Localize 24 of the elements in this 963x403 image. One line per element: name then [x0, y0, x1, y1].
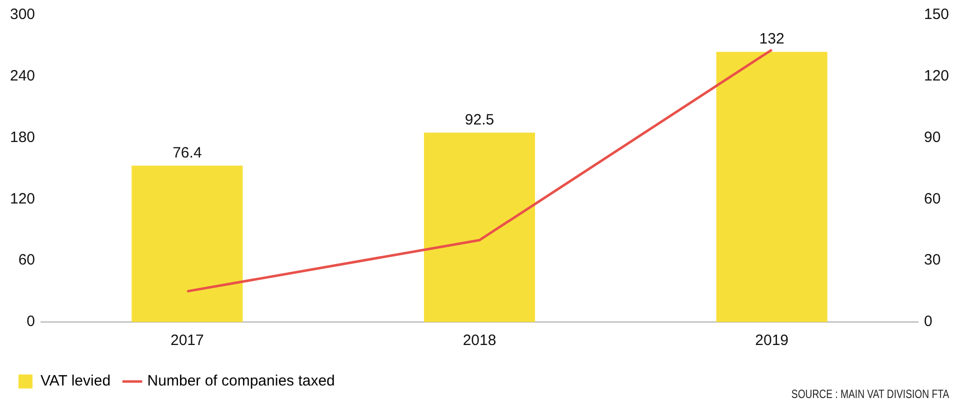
- legend-label: VAT levied: [40, 372, 111, 390]
- y2-tick-label: 120: [924, 68, 950, 85]
- legend-label: Number of companies taxed: [147, 372, 335, 390]
- bar: [716, 52, 828, 322]
- data-label: 76.4: [172, 144, 202, 162]
- y-tick-label: 240: [10, 68, 36, 85]
- x-tick-label: 2019: [755, 332, 789, 350]
- y-tick-label: 0: [26, 313, 36, 330]
- data-label: 132: [759, 30, 784, 48]
- bar: [132, 166, 243, 322]
- y2-tick-label: 90: [924, 128, 941, 146]
- x-tick-label: 2017: [170, 332, 204, 350]
- y2-tick-label: 0: [924, 313, 932, 330]
- y-tick-label: 180: [10, 128, 36, 146]
- x-tick-label: 2018: [462, 332, 496, 350]
- y-tick-label: 60: [18, 252, 36, 269]
- y-tick-label: 120: [10, 190, 36, 208]
- y2-tick-label: 60: [924, 190, 941, 208]
- data-label: 92.5: [464, 111, 494, 128]
- y2-tick-label: 30: [924, 252, 941, 269]
- y2-tick-label: 150: [924, 6, 950, 24]
- source-note: SOURCE : MAIN VAT DIVISION FTA: [791, 387, 949, 401]
- y-tick-label: 300: [10, 6, 36, 24]
- bar: [424, 132, 536, 322]
